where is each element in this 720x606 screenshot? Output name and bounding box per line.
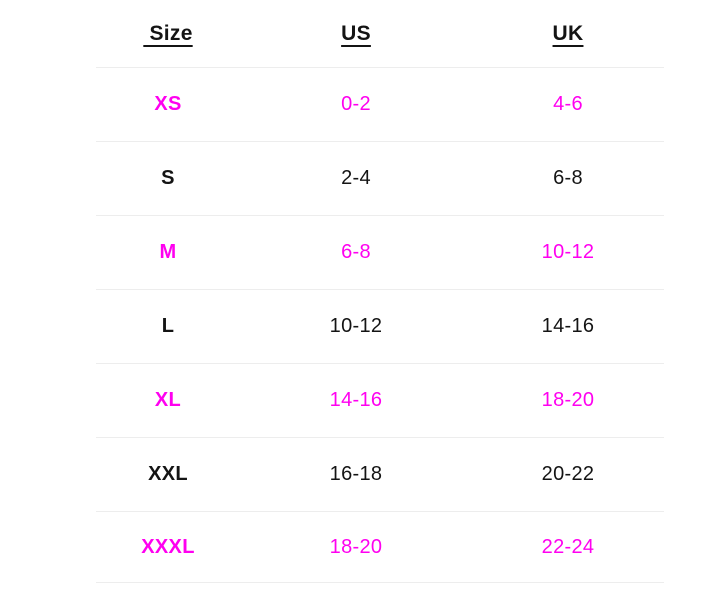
table-row: S 2-4 6-8 (96, 142, 664, 216)
us-value: 6-8 (341, 241, 371, 263)
table-row: L 10-12 14-16 (96, 290, 664, 364)
table-row: XS 0-2 4-6 (96, 68, 664, 142)
uk-value: 6-8 (553, 167, 583, 189)
size-label: XS (154, 93, 182, 115)
size-label: S (161, 167, 175, 189)
us-value: 10-12 (329, 315, 383, 337)
table-row: M 6-8 10-12 (96, 216, 664, 290)
uk-value: 18-20 (541, 389, 595, 411)
us-value: 0-2 (341, 93, 371, 115)
column-header-uk: UK (552, 21, 584, 45)
table-row: XXXL 18-20 22-24 (96, 512, 664, 583)
size-chart-table: Size US UK XS 0-2 4-6 S 2-4 6-8 M 6-8 10… (96, 0, 664, 583)
table-row: XXL 16-18 20-22 (96, 438, 664, 512)
us-value: 2-4 (341, 167, 371, 189)
size-label: XXL (148, 463, 188, 485)
uk-value: 10-12 (541, 241, 595, 263)
us-value: 16-18 (329, 463, 383, 485)
size-label: M (159, 241, 177, 263)
uk-value: 4-6 (553, 93, 583, 115)
us-value: 14-16 (329, 389, 383, 411)
us-value: 18-20 (329, 535, 383, 558)
uk-value: 14-16 (541, 315, 595, 337)
size-label: XXXL (141, 535, 195, 558)
table-header-row: Size US UK (96, 0, 664, 68)
table-row: XL 14-16 18-20 (96, 364, 664, 438)
table-body: XS 0-2 4-6 S 2-4 6-8 M 6-8 10-12 L 10-12… (96, 68, 664, 583)
uk-value: 22-24 (541, 535, 595, 558)
size-label: L (161, 315, 175, 337)
column-header-us: US (341, 21, 371, 45)
column-header-size: Size (143, 21, 193, 45)
uk-value: 20-22 (541, 463, 595, 485)
size-label: XL (154, 389, 182, 411)
